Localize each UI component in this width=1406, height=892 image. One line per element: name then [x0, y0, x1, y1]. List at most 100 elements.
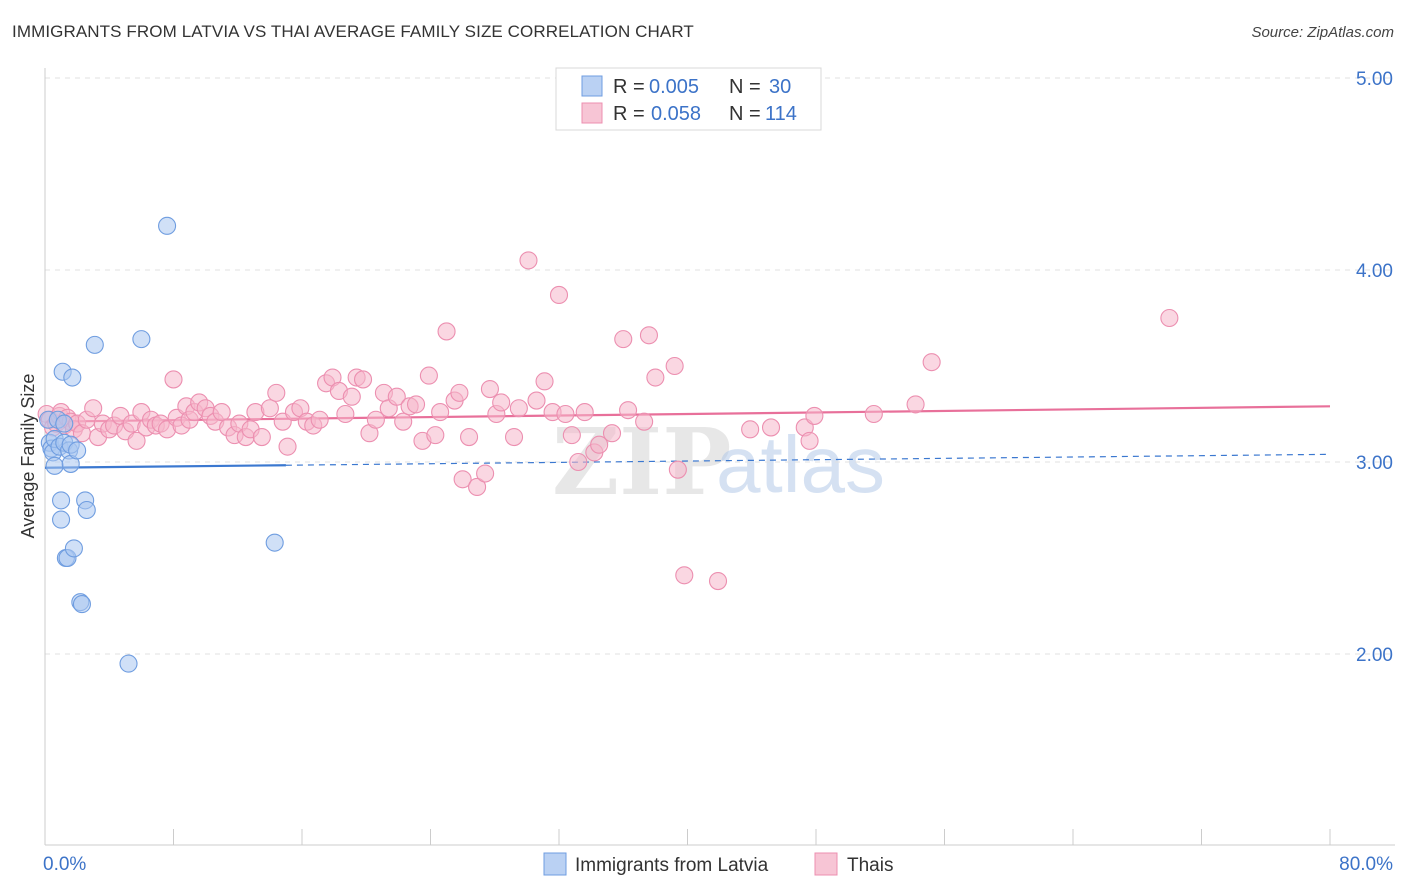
point-thais [260, 399, 279, 418]
source-label: Source: ZipAtlas.com [1251, 24, 1394, 41]
point-thais [1160, 308, 1179, 328]
bottom-legend-swatch-thais [814, 852, 838, 876]
point-thais [535, 372, 554, 391]
point-thais [635, 412, 654, 431]
point-latvia [158, 216, 177, 235]
legend-r-value: 0.058 [651, 103, 701, 125]
y-tick-label: 2.00 [1356, 645, 1393, 666]
point-thais [252, 427, 271, 447]
point-thais [614, 330, 633, 349]
trend-line-latvia-dashed [285, 453, 1331, 466]
legend-box: R = 0.005 N = 30 R = 0.058 N = 114 [555, 67, 822, 131]
point-thais [419, 366, 438, 385]
point-thais [761, 418, 781, 437]
point-thais [805, 406, 824, 425]
point-thais [675, 566, 694, 585]
legend-n-label: N = [729, 103, 761, 125]
point-thais [336, 404, 355, 424]
point-latvia [63, 368, 82, 387]
point-latvia [52, 510, 71, 529]
y-tick-label: 3.00 [1356, 453, 1393, 474]
point-thais [922, 353, 941, 372]
point-thais [394, 412, 413, 431]
legend-r-value: 0.005 [649, 76, 699, 98]
point-thais [527, 391, 546, 410]
point-thais [575, 403, 594, 422]
legend-n-value: 30 [769, 76, 791, 98]
bottom-legend-label-thais: Thais [847, 855, 893, 876]
point-thais [556, 404, 575, 424]
point-thais [646, 368, 665, 387]
point-thais [619, 401, 638, 420]
point-thais [509, 399, 528, 418]
trend-line-latvia-solid [44, 464, 286, 469]
point-latvia [64, 539, 83, 558]
point-thais [342, 387, 361, 406]
bottom-legend-label-latvia: Immigrants from Latvia [575, 855, 769, 876]
bottom-legend-swatch-latvia [543, 852, 567, 876]
legend-swatch-thais [581, 102, 603, 124]
point-latvia [68, 441, 87, 460]
point-thais [212, 403, 231, 422]
chart-title: IMMIGRANTS FROM LATVIA VS THAI AVERAGE F… [12, 22, 694, 41]
point-thais [366, 410, 385, 429]
point-thais [267, 383, 286, 402]
bottom-legend: Immigrants from Latvia Thais [543, 852, 893, 876]
point-latvia [77, 500, 96, 520]
point-thais [476, 464, 495, 483]
legend-n-label: N = [729, 76, 761, 98]
data-points [37, 216, 1179, 673]
point-thais [453, 470, 472, 489]
point-latvia [132, 330, 151, 349]
point-thais [668, 460, 687, 479]
point-thais [310, 410, 329, 429]
point-thais [492, 393, 511, 412]
legend-n-value: 114 [765, 103, 797, 125]
point-thais [431, 403, 450, 422]
point-latvia [55, 414, 74, 433]
point-thais [426, 426, 445, 445]
y-tick-label: 5.00 [1356, 69, 1393, 90]
gridlines [45, 77, 1395, 655]
point-latvia [52, 491, 71, 510]
point-thais [450, 383, 469, 402]
x-tick-label: 80.0% [1339, 854, 1393, 875]
point-thais [406, 395, 426, 414]
point-thais [590, 435, 609, 454]
point-latvia [265, 533, 284, 552]
point-thais [549, 285, 569, 305]
point-thais [519, 251, 538, 270]
point-thais [800, 431, 819, 450]
point-thais [353, 370, 373, 389]
point-thais [387, 387, 406, 406]
legend-r-label: R = [613, 103, 645, 125]
point-thais [864, 404, 883, 424]
point-thais [569, 452, 588, 472]
point-latvia [85, 335, 104, 354]
point-latvia [45, 456, 64, 475]
y-tick-label: 4.00 [1356, 261, 1393, 282]
point-thais [278, 437, 297, 456]
point-thais [84, 399, 103, 418]
y-axis-title: Average Family Size [18, 374, 38, 539]
point-thais [708, 571, 728, 591]
point-thais [504, 427, 524, 447]
point-thais [665, 356, 684, 376]
point-thais [468, 477, 487, 497]
point-thais [741, 420, 760, 439]
point-thais [480, 379, 499, 399]
legend-r-label: R = [613, 76, 645, 98]
point-thais [906, 395, 925, 414]
point-thais [437, 322, 456, 341]
point-thais [562, 426, 581, 445]
point-thais [639, 326, 659, 345]
point-thais [164, 370, 183, 389]
point-latvia [72, 595, 91, 614]
point-thais [127, 431, 146, 450]
point-thais [459, 427, 479, 447]
legend-swatch-latvia [581, 75, 603, 97]
point-thais [602, 424, 622, 443]
point-latvia [119, 654, 138, 673]
x-tick-label: 0.0% [43, 854, 86, 875]
